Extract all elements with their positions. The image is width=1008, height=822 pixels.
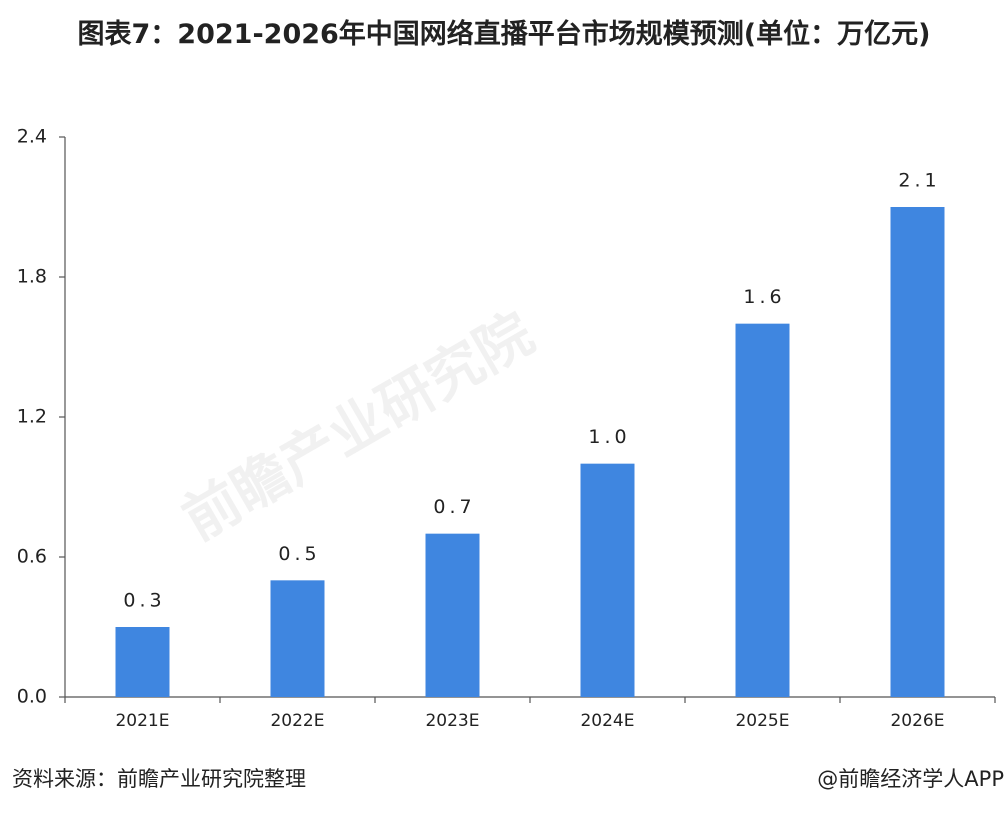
chart-title: 图表7：2021-2026年中国网络直播平台市场规模预测(单位：万亿元) <box>77 19 931 50</box>
bar <box>270 580 325 697</box>
bar <box>425 533 480 697</box>
bar <box>580 463 635 697</box>
x-tick-label: 2023E <box>425 711 479 731</box>
source: 资料来源：前瞻产业研究院整理 <box>12 767 306 791</box>
value-label: 0.3 <box>123 590 165 612</box>
bar <box>115 627 170 697</box>
y-tick-label: 1.8 <box>17 266 47 288</box>
value-label: 1.0 <box>588 426 630 448</box>
y-tick-label: 0.6 <box>17 546 47 568</box>
bar <box>890 207 945 697</box>
value-label: 0.7 <box>433 496 475 518</box>
x-tick-label: 2025E <box>735 711 789 731</box>
credit: @前瞻经济学人APP <box>817 767 1004 791</box>
x-tick-label: 2021E <box>115 711 169 731</box>
x-tick-label: 2024E <box>580 711 634 731</box>
y-tick-label: 0.0 <box>17 686 47 708</box>
x-tick-label: 2022E <box>270 711 324 731</box>
y-tick-label: 2.4 <box>17 126 47 148</box>
watermark: 前瞻产业研究院 <box>172 301 544 553</box>
y-tick-label: 1.2 <box>17 406 47 428</box>
value-label: 2.1 <box>898 170 940 192</box>
value-label: 1.6 <box>743 286 785 308</box>
value-label: 0.5 <box>278 543 320 565</box>
x-tick-label: 2026E <box>890 711 944 731</box>
bar <box>735 323 790 697</box>
